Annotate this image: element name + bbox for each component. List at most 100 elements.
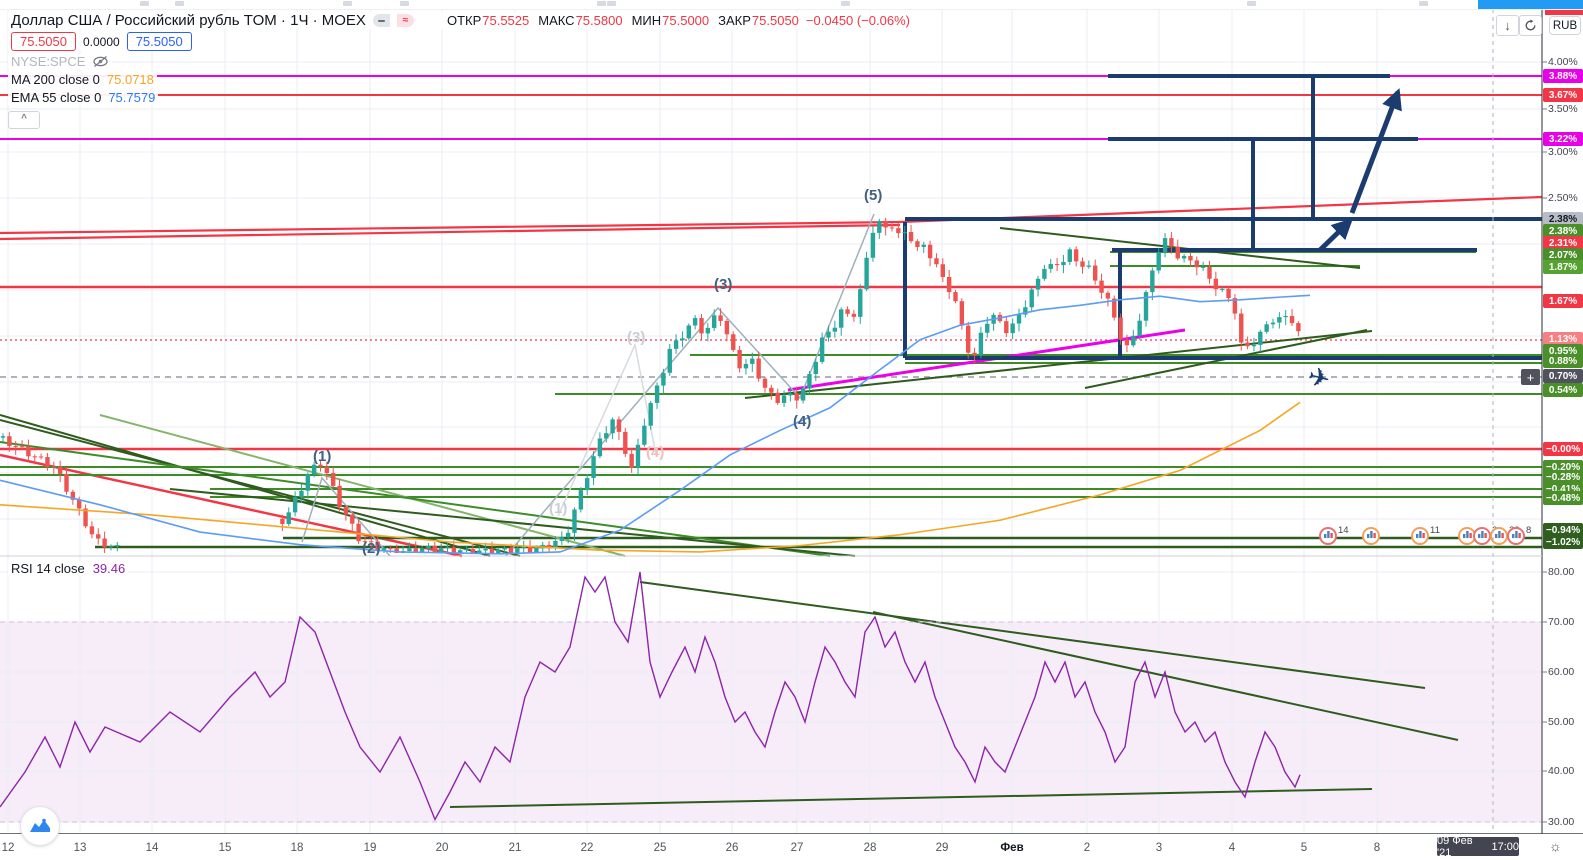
maximize-pane-button[interactable] [20,806,60,846]
candle-body [1283,316,1288,318]
overlay-symbol-label[interactable]: NYSE:SPCE [11,54,86,69]
candle-body [1112,298,1117,318]
candle-body [108,546,114,548]
time-tick-label: 5 [1300,842,1308,854]
candle-body [1035,278,1041,290]
trend-line[interactable] [0,441,831,557]
candle-body [13,445,18,447]
approx-chip-icon[interactable]: ≈ [396,14,414,27]
candle-body [807,374,812,389]
candle-body [1188,255,1193,261]
candle-body [45,456,50,467]
candle-body [527,546,533,553]
time-tick-label: 27 [790,842,804,854]
ohlc-pair: ОТКР 75.5525 [447,13,529,28]
elliott-wave-label[interactable]: (5) [864,187,882,204]
projection-arrow[interactable] [1349,88,1402,214]
candle-body [985,323,990,333]
ohlc-key: ОТКР [446,13,482,28]
trend-line[interactable] [99,414,626,557]
trend-line[interactable] [639,581,1426,689]
currency-toggle-button[interactable]: RUB [1549,16,1581,35]
collapse-indicators-button[interactable]: ^ [8,111,40,129]
price-scale[interactable]: RUB 4.00% 3.50% 3.00% 2.50% 80.00 70.00 60.00 5… [1543,0,1583,833]
time-tick-label: 3 [1155,842,1163,854]
elliott-wave-label[interactable]: (1) [549,500,567,517]
reset-chart-button[interactable] [1519,15,1542,36]
lamp-icon[interactable]: ☼ [1549,838,1562,854]
price-level-label: −0.00% [1543,442,1583,456]
elliott-wave-label[interactable]: (3) [627,329,645,346]
dash-chip-icon[interactable] [372,14,390,27]
toolbar-blue-button-sliver[interactable] [1478,0,1583,9]
candle-body [540,544,545,548]
ma-label[interactable]: MA 200 close 0 [11,72,100,87]
eye-off-icon[interactable] [92,55,109,68]
ohlc-values: ОТКР 75.5525 МАКС 75.5800 МИН 75.5000 ЗАКР 75.5… [447,13,799,28]
price-tick-label: 4.00% [1548,56,1578,68]
ohlc-value: 75.5800 [575,13,623,28]
elliott-zigzag[interactable] [557,342,657,517]
time-tick-label: 12 [1,842,15,854]
trend-line[interactable] [744,330,1373,399]
candle-body [438,548,444,553]
ask-button[interactable]: 75.5050 [126,32,192,51]
candle-body [781,395,787,404]
elliott-wave-label[interactable]: (1) [313,448,331,465]
candle-body [623,431,628,454]
candle-body [934,258,939,265]
bid-button[interactable]: 75.5050 [11,32,76,51]
overlay-symbol-row: NYSE:SPCE [8,54,113,69]
ma200-line[interactable] [0,401,1301,553]
candle-body [19,446,25,448]
trend-line[interactable] [0,453,463,558]
idea-marker-bar [1327,531,1330,538]
idea-marker-count: 14 [1338,525,1349,536]
candle-body [1073,249,1079,262]
rsi-label[interactable]: RSI 14 close [11,561,85,576]
ema-label[interactable]: EMA 55 close 0 [11,90,102,105]
candle-body [1105,292,1111,299]
elliott-wave-label[interactable]: (4) [646,444,664,461]
candle-body [1226,288,1231,299]
time-tick-label: 19 [363,842,377,854]
rsi-line[interactable] [0,571,1301,822]
trend-line[interactable] [0,419,521,557]
candle-body [496,549,501,553]
candle-body [654,385,660,403]
candle-body [1042,268,1047,279]
scroll-to-realtime-button[interactable]: ↓ [1496,15,1519,36]
ema-row: EMA 55 close 0 75.7579 [8,90,159,105]
candle-body [356,523,361,542]
plane-marker-icon[interactable]: ✈ [1305,362,1333,396]
projection-arrow[interactable] [1318,218,1354,252]
time-tick-label: 18 [290,842,304,854]
candle-body [946,276,952,293]
candle-body [686,325,691,339]
quote-row: 75.5050 0.0000 75.5050 [8,32,195,51]
symbol-title[interactable]: Доллар США / Российский рубль TOM · 1Ч ·… [11,12,366,29]
candle-body [724,320,730,335]
add-plus-button[interactable]: + [1521,369,1540,385]
candle-body [1239,313,1244,343]
elliott-zigzag[interactable] [301,476,391,557]
elliott-wave-label[interactable]: (4) [793,413,811,430]
elliott-wave-label[interactable]: (3) [714,276,732,293]
candle-body [1010,323,1015,334]
idea-marker-bar [1324,534,1327,538]
trend-line[interactable] [449,788,1373,808]
candle-body [445,547,450,549]
trend-line[interactable] [0,223,901,241]
candle-body [1258,331,1263,345]
trend-line[interactable] [0,220,901,235]
candle-body [1118,317,1123,340]
elliott-wave-label[interactable]: (2) [362,540,380,557]
ema55-line[interactable] [0,294,1311,555]
trend-line[interactable] [0,414,491,557]
time-scale[interactable]: 09 Фев '21 17:00 ☼ 12 13 14 15 18 19 20 21 22 25 2… [0,834,1583,860]
candle-body [794,393,799,401]
ohlc-pair: МАКС 75.5800 [538,13,622,28]
trend-line[interactable] [169,488,856,557]
candle-body [483,548,488,551]
